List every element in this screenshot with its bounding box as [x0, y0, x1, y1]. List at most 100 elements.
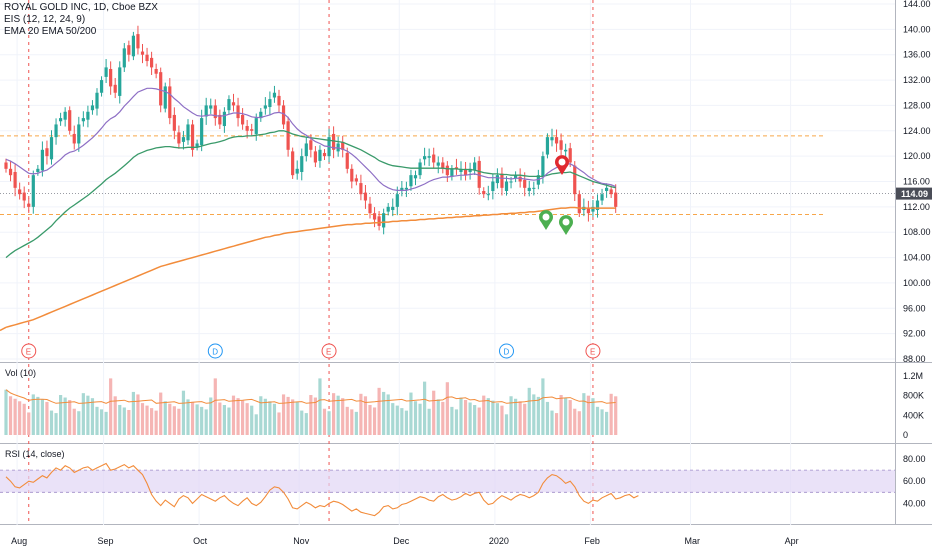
candle-body[interactable] — [222, 111, 226, 127]
volume-bar[interactable] — [304, 413, 308, 435]
candle-body[interactable] — [409, 175, 413, 187]
volume-bar[interactable] — [81, 393, 85, 435]
candle-body[interactable] — [209, 105, 213, 109]
candle-body[interactable] — [377, 216, 381, 226]
candle-body[interactable] — [227, 99, 231, 111]
volume-bar[interactable] — [27, 412, 31, 435]
earnings-marker[interactable] — [585, 343, 601, 359]
candle-body[interactable] — [131, 35, 135, 57]
volume-bar[interactable] — [195, 404, 199, 435]
candle-body[interactable] — [400, 187, 404, 192]
candle-body[interactable] — [241, 114, 245, 125]
candle-body[interactable] — [159, 72, 163, 106]
volume-bar[interactable] — [432, 390, 436, 435]
candle-body[interactable] — [600, 194, 604, 201]
volume-bar[interactable] — [168, 403, 172, 435]
volume-bar[interactable] — [600, 409, 604, 435]
volume-bar[interactable] — [281, 394, 286, 435]
candle-body[interactable] — [550, 137, 554, 141]
candle-body[interactable] — [500, 173, 504, 188]
volume-bar[interactable] — [482, 395, 486, 435]
candle-body[interactable] — [27, 203, 31, 207]
candle-body[interactable] — [386, 206, 390, 212]
candle-body[interactable] — [318, 149, 322, 161]
volume-bar[interactable] — [582, 393, 586, 435]
candle-body[interactable] — [577, 194, 581, 214]
candle-body[interactable] — [332, 133, 336, 150]
volume-bar[interactable] — [322, 408, 327, 435]
volume-bar[interactable] — [295, 401, 299, 435]
candle-body[interactable] — [322, 152, 327, 157]
candle-body[interactable] — [545, 137, 550, 155]
candle-body[interactable] — [259, 111, 263, 119]
candle-body[interactable] — [213, 105, 217, 119]
candle-body[interactable] — [86, 111, 90, 120]
candle-body[interactable] — [172, 114, 176, 131]
volume-bar[interactable] — [63, 397, 67, 435]
candle-body[interactable] — [564, 149, 568, 152]
volume-bar[interactable] — [113, 396, 117, 435]
candle-body[interactable] — [482, 191, 486, 195]
candle-body[interactable] — [341, 141, 345, 150]
volume-bar[interactable] — [109, 378, 113, 435]
candle-body[interactable] — [286, 121, 290, 150]
volume-bar[interactable] — [277, 412, 281, 435]
volume-bar[interactable] — [140, 403, 145, 435]
candle-body[interactable] — [277, 95, 281, 106]
rsi-pane[interactable] — [0, 462, 895, 517]
candle-body[interactable] — [473, 162, 477, 171]
volume-bar[interactable] — [404, 410, 408, 435]
volume-bar[interactable] — [159, 392, 163, 435]
candle-body[interactable] — [468, 168, 472, 172]
candle-body[interactable] — [445, 165, 449, 176]
volume-bar[interactable] — [127, 409, 131, 435]
volume-bar[interactable] — [104, 411, 108, 435]
candle-body[interactable] — [518, 176, 522, 182]
candle-body[interactable] — [363, 192, 368, 201]
candle-body[interactable] — [541, 156, 545, 177]
candle-body[interactable] — [95, 92, 99, 109]
ema20-line[interactable] — [5, 87, 616, 191]
candle-body[interactable] — [359, 183, 363, 195]
volume-bar[interactable] — [90, 398, 95, 435]
volume-bar[interactable] — [86, 395, 90, 435]
volume-bar[interactable] — [181, 390, 186, 435]
volume-bar[interactable] — [45, 401, 49, 435]
candle-body[interactable] — [245, 126, 249, 131]
earnings-marker[interactable] — [321, 343, 337, 359]
volume-bar[interactable] — [368, 404, 372, 435]
volume-bar[interactable] — [150, 408, 154, 435]
volume-bar[interactable] — [586, 395, 590, 435]
volume-bar[interactable] — [573, 408, 577, 435]
candle-body[interactable] — [281, 105, 286, 125]
volume-bar[interactable] — [341, 398, 345, 435]
volume-bar[interactable] — [413, 401, 418, 435]
volume-bar[interactable] — [395, 405, 399, 435]
candle-body[interactable] — [49, 137, 54, 160]
candle-body[interactable] — [395, 194, 399, 207]
candle-body[interactable] — [22, 192, 26, 201]
candle-body[interactable] — [99, 80, 104, 93]
candle-body[interactable] — [8, 168, 13, 176]
candle-body[interactable] — [218, 114, 222, 125]
volume-bar[interactable] — [382, 391, 386, 435]
candle-body[interactable] — [504, 181, 509, 192]
candle-body[interactable] — [40, 149, 44, 171]
candle-body[interactable] — [154, 68, 158, 74]
candle-body[interactable] — [404, 187, 408, 190]
volume-bar[interactable] — [22, 403, 26, 435]
volume-bar[interactable] — [595, 406, 600, 435]
volume-bar[interactable] — [327, 411, 331, 435]
candle-body[interactable] — [150, 57, 154, 68]
volume-bar[interactable] — [372, 407, 377, 435]
candle-body[interactable] — [441, 162, 445, 169]
volume-bar[interactable] — [59, 395, 63, 435]
candle-body[interactable] — [514, 175, 518, 179]
volume-bar[interactable] — [491, 400, 495, 435]
volume-bar[interactable] — [386, 394, 390, 435]
candle-body[interactable] — [595, 200, 600, 211]
dividend-marker[interactable] — [207, 343, 223, 359]
volume-bar[interactable] — [536, 396, 540, 435]
volume-bar[interactable] — [400, 408, 404, 435]
candle-body[interactable] — [136, 34, 140, 49]
